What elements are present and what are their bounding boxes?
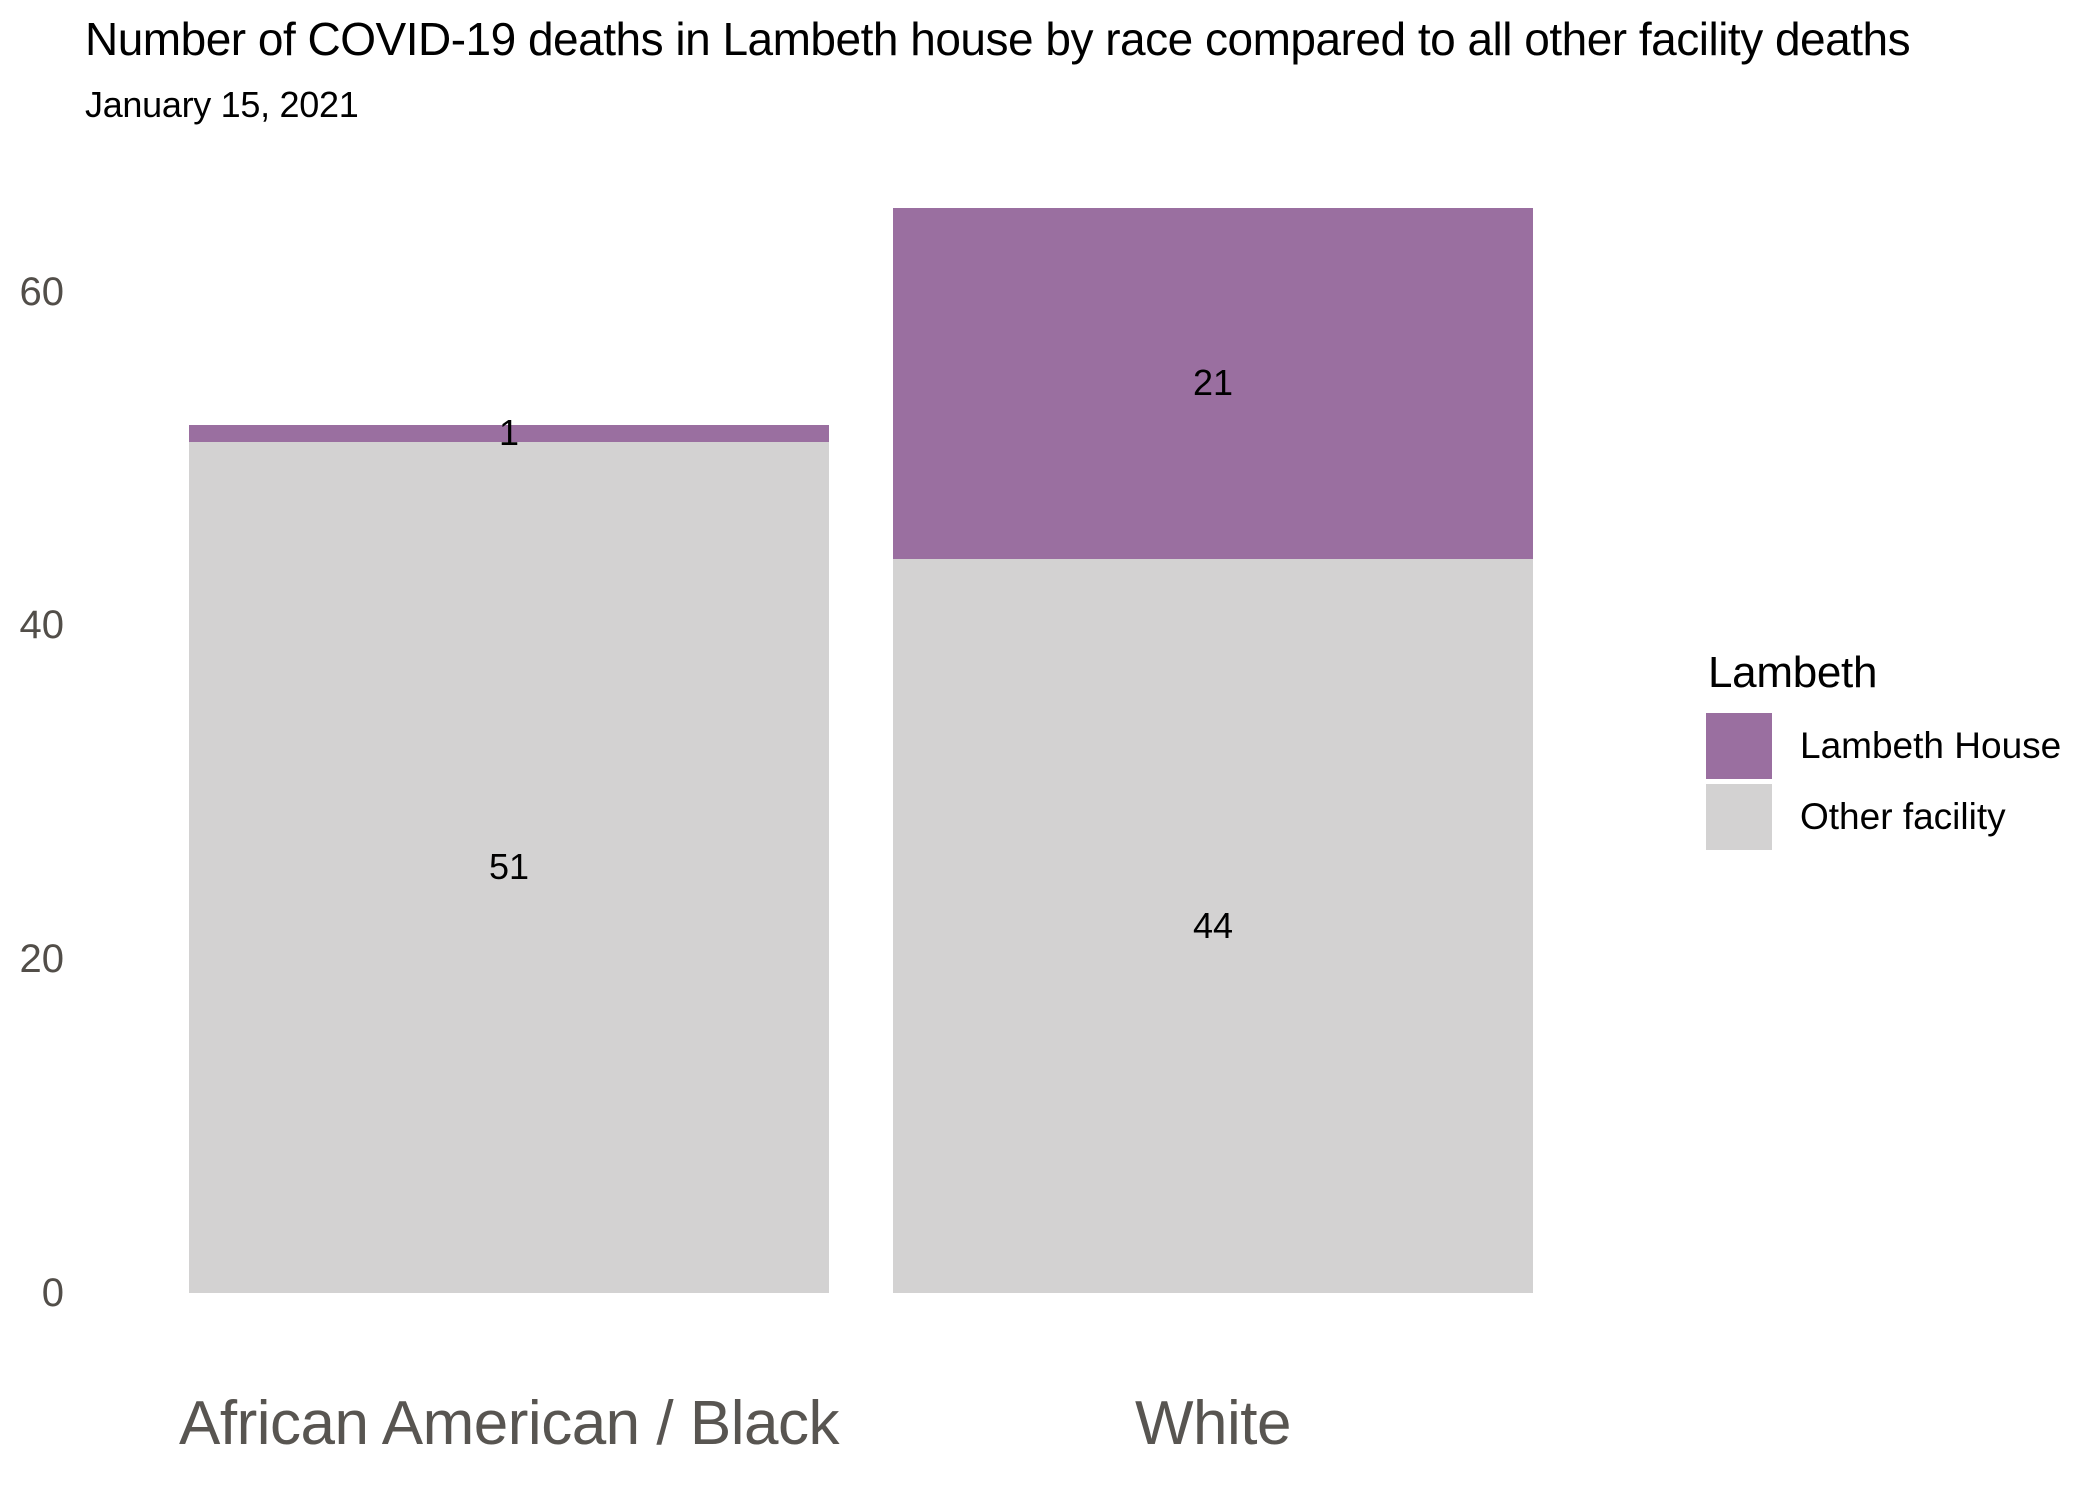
- y-axis-tick-label: 40: [19, 603, 65, 648]
- chart-subtitle: January 15, 2021: [85, 84, 359, 125]
- bar-value-label: 51: [488, 846, 530, 888]
- legend-item-label: Lambeth House: [1800, 725, 2062, 766]
- legend-item: Lambeth House: [1706, 713, 2100, 779]
- legend-swatch-lambeth-house: [1706, 713, 1772, 779]
- bar-segment-lambeth-house-white: [893, 208, 1533, 559]
- bar-segment-other-facility-white: [893, 558, 1533, 1293]
- y-axis-tick-label: 20: [19, 937, 65, 982]
- bar-value-label: 44: [1192, 904, 1234, 946]
- bar-value-label: 1: [498, 412, 520, 454]
- y-axis-tick-label: 60: [19, 269, 65, 314]
- legend-item: Other facility: [1706, 784, 2100, 850]
- legend-item-label: Other facility: [1800, 796, 2006, 837]
- legend: Lambeth Lambeth House Other facility: [1706, 648, 2100, 855]
- legend-swatch-other-facility: [1706, 784, 1772, 850]
- x-axis-category-label: African American / Black: [179, 1389, 839, 1458]
- x-axis-category-label: White: [1135, 1389, 1291, 1458]
- chart-title: Number of COVID-19 deaths in Lambeth hou…: [85, 13, 1911, 65]
- bar-segment-lambeth-house-african-american-black: [189, 425, 829, 442]
- bar-segment-other-facility-african-american-black: [189, 441, 829, 1293]
- legend-title: Lambeth: [1708, 648, 1878, 697]
- y-axis-tick-label: 0: [41, 1271, 64, 1315]
- bar-value-label: 21: [1192, 362, 1234, 404]
